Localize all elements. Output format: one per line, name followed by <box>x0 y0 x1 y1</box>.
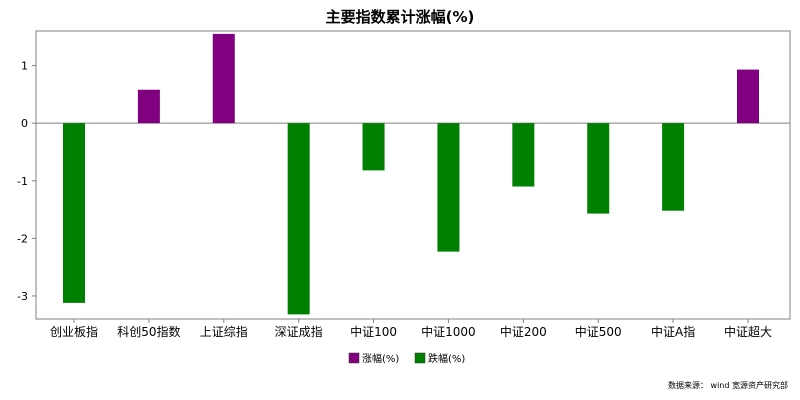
x-tick-label: 中证200 <box>500 324 547 339</box>
bar <box>512 123 535 187</box>
x-tick-label: 深证成指 <box>275 324 323 339</box>
legend-label: 涨幅(%) <box>362 352 399 365</box>
legend-swatch <box>414 352 426 364</box>
bar <box>63 123 85 303</box>
legend-label: 跌幅(%) <box>428 352 465 365</box>
chart-title: 主要指数累计涨幅(%) <box>325 8 475 26</box>
bar <box>437 123 460 252</box>
bar <box>137 89 160 124</box>
x-tick-label: 中证1000 <box>421 324 476 339</box>
source-note: 数据来源： wind 宽源资产研究部 <box>668 381 788 390</box>
bar <box>362 123 385 171</box>
x-tick-label: 中证超大 <box>724 324 772 339</box>
bar <box>287 123 310 315</box>
y-tick-label: 0 <box>21 117 28 130</box>
x-tick-label: 科创50指数 <box>117 324 180 339</box>
plot-frame <box>35 30 791 320</box>
y-tick-label: -1 <box>17 175 28 188</box>
y-tick-label: 1 <box>21 60 28 73</box>
x-tick-label: 上证综指 <box>200 324 248 339</box>
legend-swatch <box>348 352 360 364</box>
y-tick-label: -2 <box>17 232 28 245</box>
bar <box>737 69 759 124</box>
bar <box>212 33 235 124</box>
x-tick-label: 中证100 <box>350 324 397 339</box>
y-tick-label: -3 <box>17 290 28 303</box>
x-tick-label: 创业板指 <box>50 324 98 339</box>
x-tick-label: 中证500 <box>575 324 622 339</box>
bar <box>662 123 685 211</box>
bar <box>587 123 610 214</box>
x-tick-label: 中证A指 <box>651 324 695 339</box>
